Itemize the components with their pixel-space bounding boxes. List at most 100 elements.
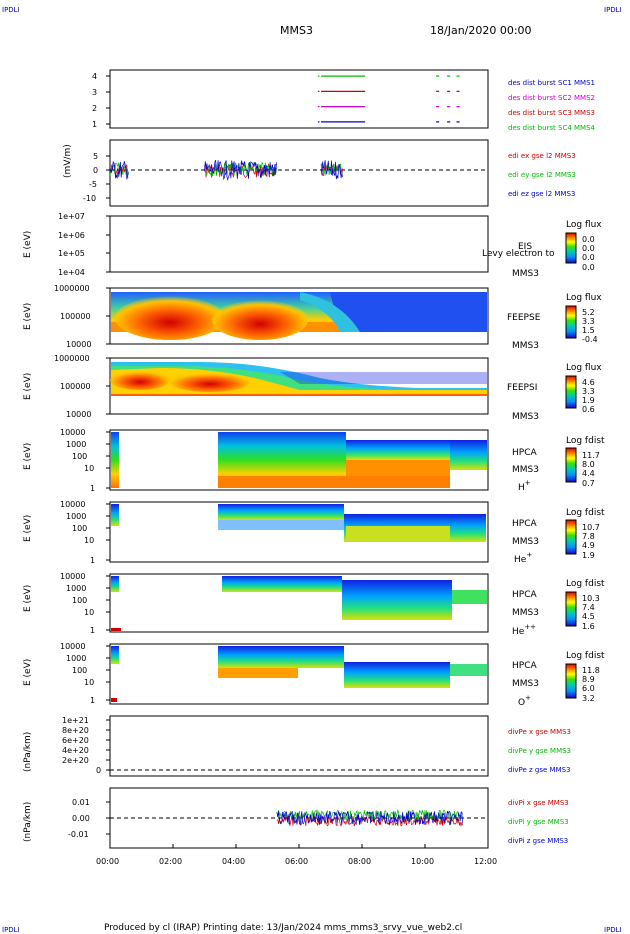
heplusplus-ytick: 10000: [60, 572, 85, 581]
feepsi-ylabel: E (eV): [23, 373, 33, 400]
eis-ylabel: E (eV): [23, 231, 33, 258]
heplus-ytick: 1: [90, 556, 95, 565]
feepsi-ytick: 10000: [66, 410, 91, 419]
legend-divpi-y: divPi y gse MMS3: [508, 818, 569, 826]
heplus-ytick: 10: [84, 536, 94, 545]
heplusplus-colorbar-title: Log fdist: [566, 579, 605, 589]
feepse-colorbar: [565, 305, 577, 339]
feepsi-spectrogram: [110, 362, 487, 396]
heplusplus-instrument: HPCA: [512, 590, 537, 600]
hplus-ytick: 10: [84, 464, 94, 473]
edi-ytick: -5: [89, 180, 97, 189]
heplus-instrument: HPCA: [512, 519, 537, 529]
legend-divpi-z: divPi z gse MMS3: [508, 837, 568, 845]
oplus-colorbar-title: Log fdist: [566, 651, 605, 661]
corner-mark-br: IPDLI: [604, 926, 622, 934]
heplus-ytick: 1000: [66, 512, 86, 521]
hpca-heplusplus-spectrogram: [111, 576, 487, 631]
heplusplus-colorbar: [565, 591, 577, 627]
time-axis: 00:00 02:00 04:00 06:00 08:00 10:00 12:00: [96, 844, 497, 866]
feepsi-cbar-tick: 4.6: [582, 378, 595, 387]
feepse-label: FEEPSE: [507, 313, 541, 323]
feepsi-cbar-tick: 1.9: [582, 396, 595, 405]
burst-ytick: 3: [92, 88, 97, 97]
heplusplus-sc: MMS3: [512, 608, 539, 618]
legend-edi-ex: edi ex gse l2 MMS3: [508, 152, 576, 160]
hplus-cbar-tick: 11.7: [582, 451, 600, 460]
feepsi-ytick: 1000000: [54, 354, 90, 363]
oplus-cbar-tick: 6.0: [582, 684, 595, 693]
hpca-hplus-spectrogram: [111, 432, 487, 488]
plot-title: MMS3: [280, 24, 313, 37]
divpi-trace-z: [276, 810, 463, 826]
divpi-ylabel: (nPa/km): [23, 802, 33, 842]
eis-ytick: 1e+04: [58, 268, 85, 277]
eis-colorbar-title: Log flux: [566, 220, 602, 230]
time-tick-label: 10:00: [411, 857, 434, 866]
eis-label: EIS: [518, 242, 532, 252]
divpe-ytick: 0: [96, 766, 101, 775]
oplus-cbar-tick: 3.2: [582, 694, 595, 703]
hplus-ytick: 100: [72, 452, 87, 461]
corner-mark-bl: IPDLI: [2, 926, 20, 934]
divpe-ytick: 1e+21: [62, 716, 89, 725]
burst-ytick: 1: [92, 120, 97, 129]
legend-edi-ez: edi ez gse l2 MMS3: [508, 190, 575, 198]
panel-hpca-hplus: 10000 1000 100 10 1 E (eV) HPCA MMS3 H+ …: [23, 428, 605, 493]
panel-hpca-heplusplus: 10000 1000 100 10 1 E (eV) HPCA MMS3 He+…: [23, 572, 605, 637]
oplus-ytick: 10: [84, 678, 94, 687]
oplus-cbar-tick: 11.8: [582, 666, 600, 675]
divpe-ytick: 4e+20: [62, 746, 89, 755]
hplus-sc: MMS3: [512, 465, 539, 475]
hplus-colorbar: [565, 447, 577, 483]
footer-credits: Produced by cl (IRAP) Printing date: 13/…: [104, 923, 462, 933]
feepsi-colorbar-title: Log flux: [566, 363, 602, 373]
eis-colorbar: [565, 232, 577, 264]
divpe-ytick: 8e+20: [62, 726, 89, 735]
feepse-cbar-tick: 5.2: [582, 308, 595, 317]
oplus-species: O+: [518, 694, 531, 708]
eis-ytick: 1e+07: [58, 212, 85, 221]
hplus-ytick: 1: [90, 484, 95, 493]
legend-divpe-y: divPe y gse MMS3: [508, 747, 571, 755]
hplus-colorbar-title: Log fdist: [566, 436, 605, 446]
feepse-cbar-tick: 1.5: [582, 326, 595, 335]
oplus-ytick: 100: [72, 666, 87, 675]
feepse-ytick: 100000: [60, 312, 91, 321]
hplus-species: H+: [518, 479, 531, 493]
heplus-species: He+: [514, 551, 532, 565]
hplus-instrument: HPCA: [512, 448, 537, 458]
panel-edi: 5 0 -5 -10 (mV/m) edi ex gse l2 MMS3 edi…: [63, 139, 576, 207]
feepsi-cbar-tick: 3.3: [582, 387, 595, 396]
time-tick-label: 08:00: [348, 857, 371, 866]
hplus-cbar-tick: 4.4: [582, 469, 595, 478]
time-tick-label: 12:00: [474, 857, 497, 866]
eis-cbar-tick: 0.0: [582, 253, 595, 262]
panel-hpca-heplus: 10000 1000 100 10 1 E (eV) HPCA MMS3 He+…: [23, 500, 605, 565]
hplus-ylabel: E (eV): [23, 443, 33, 470]
time-tick-label: 04:00: [222, 857, 245, 866]
feepse-ylabel: E (eV): [23, 303, 33, 330]
legend-divpi-x: divPi x gse MMS3: [508, 799, 569, 807]
feepsi-ytick: 100000: [60, 382, 91, 391]
time-tick-label: 02:00: [159, 857, 182, 866]
heplusplus-ytick: 1000: [66, 584, 86, 593]
heplus-sc: MMS3: [512, 537, 539, 547]
divpi-traces: [276, 808, 463, 828]
heplus-ytick: 10000: [60, 500, 85, 509]
hplus-ytick: 1000: [66, 440, 86, 449]
heplus-colorbar: [565, 519, 577, 555]
legend-burst-mms1: des dist burst SC1 MMS1: [508, 79, 595, 87]
eis-ytick: 1e+05: [58, 249, 85, 258]
edi-trace-z: [110, 160, 344, 182]
panel-divpe: 1e+21 8e+20 6e+20 4e+20 2e+20 0 (nPa/km)…: [23, 715, 571, 777]
eis-cbar-tick: 0.0: [582, 244, 595, 253]
time-tick-label: 06:00: [285, 857, 308, 866]
divpi-ytick: 0.01: [72, 798, 90, 807]
plot-date: 18/Jan/2020 00:00: [430, 24, 532, 37]
legend-burst-mms3: des dist burst SC3 MMS3: [508, 109, 595, 117]
oplus-instrument: HPCA: [512, 661, 537, 671]
corner-mark-tr: IPDLI: [604, 6, 622, 14]
edi-ylabel: (mV/m): [63, 144, 73, 178]
